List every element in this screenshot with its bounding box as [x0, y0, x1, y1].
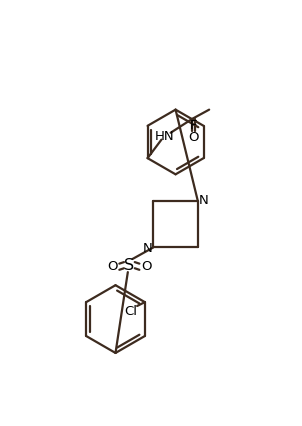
- Text: O: O: [141, 260, 152, 273]
- Text: F: F: [190, 119, 197, 132]
- Text: O: O: [107, 260, 118, 273]
- Text: N: N: [143, 242, 153, 255]
- Text: Cl: Cl: [124, 305, 137, 318]
- Text: S: S: [124, 258, 134, 273]
- Text: N: N: [199, 194, 208, 207]
- Text: O: O: [188, 131, 199, 144]
- Text: HN: HN: [155, 130, 174, 143]
